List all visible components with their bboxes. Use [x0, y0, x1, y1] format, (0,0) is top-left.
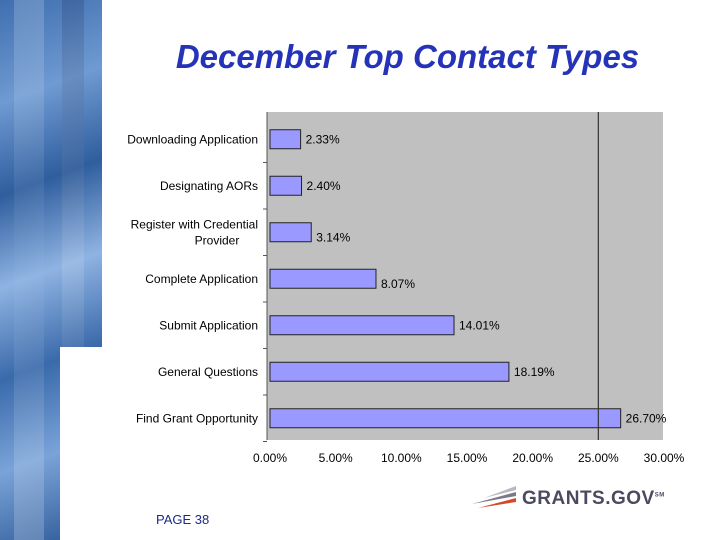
- x-tick-label: 5.00%: [319, 451, 353, 465]
- category-label: General Questions: [158, 365, 258, 379]
- bar: [269, 408, 622, 429]
- left-decorative-band: [0, 0, 102, 540]
- grants-gov-logo: GRANTS.GOVSM: [470, 478, 680, 518]
- category-label: Register with Credential Provider: [131, 217, 258, 247]
- bar: [269, 315, 455, 336]
- x-tick-label: 30.00%: [644, 451, 685, 465]
- category-label: Downloading Application: [127, 132, 258, 146]
- value-label: 2.40%: [307, 179, 341, 193]
- bar: [269, 129, 302, 150]
- bar: [269, 268, 377, 289]
- category-label: Designating AORs: [160, 179, 258, 193]
- value-labels-group: 2.33% 2.40% 3.14% 8.07% 14.01% 18.19% 26.70%: [306, 132, 667, 425]
- white-panel: [60, 347, 102, 540]
- value-label: 18.19%: [514, 365, 555, 379]
- category-labels-group: Downloading Application Designating AORs R…: [127, 132, 258, 425]
- x-tick-label: 10.00%: [381, 451, 422, 465]
- value-label: 14.01%: [459, 318, 500, 332]
- bars-group: [269, 129, 622, 429]
- logo-arrows-icon: [472, 486, 516, 508]
- x-tick-label: 0.00%: [253, 451, 287, 465]
- band-streak: [14, 0, 44, 540]
- value-label: 3.14%: [316, 230, 350, 244]
- bar: [269, 361, 510, 382]
- x-tick-label: 25.00%: [578, 451, 619, 465]
- page-number: PAGE 38: [156, 512, 210, 527]
- value-label: 8.07%: [381, 277, 415, 291]
- bar: [269, 175, 303, 196]
- category-label: Find Grant Opportunity: [136, 411, 258, 425]
- x-axis-ticks-group: 0.00% 5.00% 10.00% 15.00% 20.00% 25.00% 30.00%: [253, 162, 685, 465]
- bar: [269, 222, 312, 243]
- logo-text: GRANTS.GOVSM: [522, 488, 665, 509]
- category-label: Submit Application: [159, 318, 258, 332]
- value-label: 26.70%: [626, 411, 667, 425]
- value-label: 2.33%: [306, 132, 340, 146]
- slide-title: December Top Contact Types: [175, 38, 640, 75]
- x-tick-label: 15.00%: [447, 451, 488, 465]
- category-label: Complete Application: [145, 272, 258, 286]
- x-tick-label: 20.00%: [512, 451, 553, 465]
